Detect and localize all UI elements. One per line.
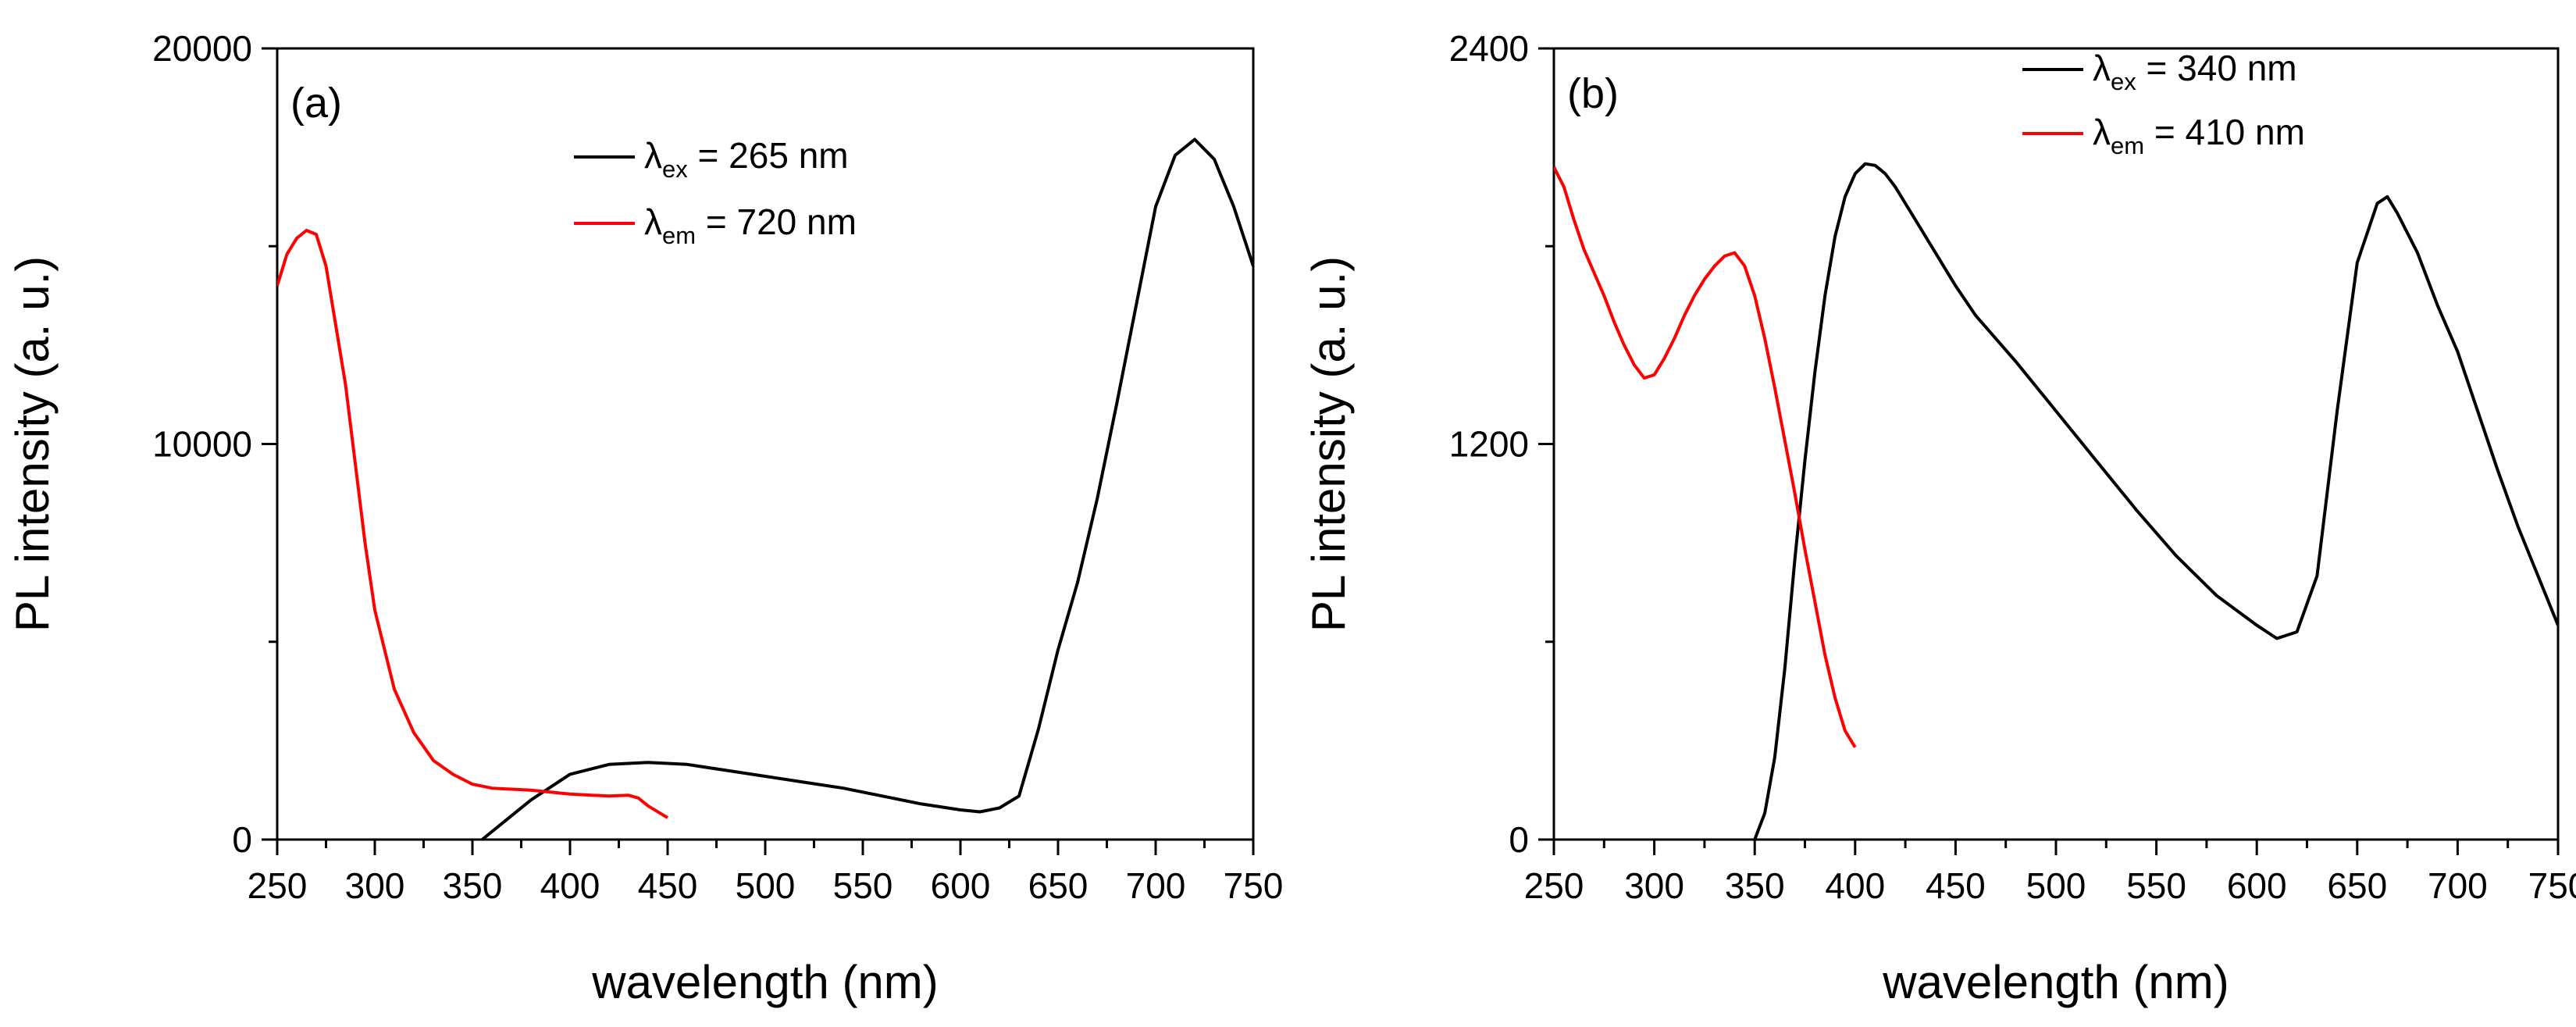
x-tick-label: 600 (2227, 865, 2287, 906)
y-tick-label: 20000 (152, 28, 252, 69)
panel-label: (b) (1567, 70, 1619, 117)
legend-entry-ex: λex = 340 nm (2093, 48, 2297, 95)
x-tick-label: 350 (1725, 865, 1785, 906)
panel-b: 250 300 350 400 450 500 550 600 650 700 750 0 1200 24… (1302, 28, 2576, 1008)
x-tick-label: 700 (2428, 865, 2488, 906)
series-line-ex (481, 137, 1253, 840)
x-tick-label: 300 (345, 865, 405, 906)
legend-entry-ex: λex = 265 nm (644, 135, 849, 183)
x-tick-label: 500 (736, 865, 796, 906)
x-tick-label: 400 (1825, 865, 1885, 906)
x-tick-label: 750 (2528, 865, 2576, 906)
x-tick-label: 450 (1926, 865, 1986, 906)
legend-entry-em: λem = 720 nm (644, 201, 857, 249)
series-line-ex (1753, 162, 2558, 840)
x-tick-label: 600 (931, 865, 991, 906)
y-tick-label: 0 (232, 819, 252, 860)
x-tick-label: 750 (1224, 865, 1284, 906)
panel-label: (a) (290, 80, 342, 127)
x-tick-label: 400 (540, 865, 600, 906)
y-axis-title: PL intensity (a. u.) (1302, 256, 1355, 632)
x-tick-label: 550 (2126, 865, 2186, 906)
x-tick-label: 300 (1624, 865, 1684, 906)
y-tick-label: 0 (1509, 819, 1529, 860)
x-tick-label: 450 (638, 865, 698, 906)
x-axis-title: wavelength (nm) (591, 956, 939, 1008)
y-tick-label: 10000 (152, 424, 252, 465)
x-tick-label: 250 (1524, 865, 1584, 906)
x-tick-label: 650 (2327, 865, 2387, 906)
x-tick-label: 500 (2026, 865, 2086, 906)
y-axis-title: PL intensity (a. u.) (6, 256, 59, 632)
y-tick-label: 1200 (1449, 424, 1529, 465)
x-tick-label: 250 (248, 865, 308, 906)
x-tick-label: 550 (833, 865, 893, 906)
legend-entry-em: λem = 410 nm (2093, 112, 2305, 159)
panel-a: 250 300 350 400 450 500 550 600 650 700 750 0 10000 2… (6, 28, 1283, 1008)
y-tick-label: 2400 (1449, 28, 1529, 69)
series-line-em (277, 229, 669, 819)
series-line-em (1554, 166, 1857, 748)
plot-frame (1552, 47, 2560, 841)
x-tick-label: 650 (1028, 865, 1088, 906)
x-tick-label: 350 (443, 865, 503, 906)
x-axis-title: wavelength (nm) (1882, 956, 2229, 1008)
x-tick-label: 700 (1126, 865, 1186, 906)
